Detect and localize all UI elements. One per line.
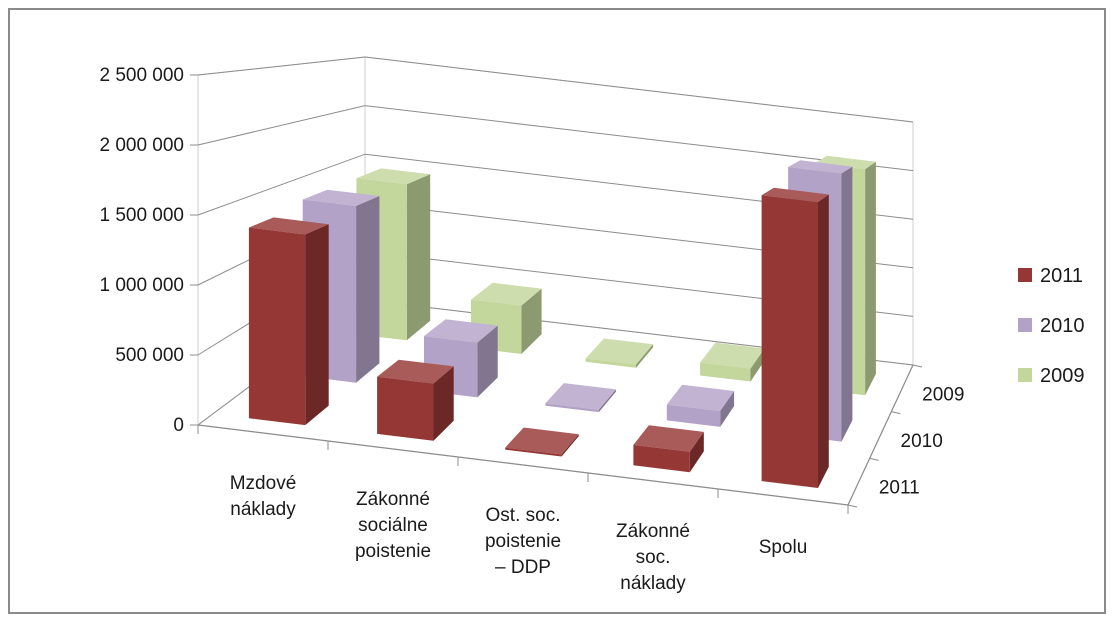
bar-side [720,391,735,427]
category-label: Spolu [759,537,808,558]
category-label-line: soc. [636,547,671,568]
bar-side [598,389,616,413]
bar-side [521,288,542,354]
bar-2010-1 [424,319,498,398]
bar-2010-2 [545,383,616,413]
y-tick-label: 0 [173,415,184,436]
category-label-line: Ost. soc. [486,505,561,526]
legend-swatch-2010 [1018,318,1032,332]
category-label-line: sociálne [358,515,428,536]
depth-label: 2009 [922,384,964,405]
category-label-line: Zákonné [356,489,430,510]
bar-front [633,444,690,473]
category-label-line: poistenie [355,541,431,562]
bar-2011-0 [248,217,329,426]
bar-side [561,434,579,457]
bar-top [814,155,876,170]
depth-label: 2011 [879,478,920,499]
category-label-line: Mzdové [230,473,297,494]
depth-tick-mark [912,364,923,368]
category-label-line: náklady [230,499,296,520]
category-label-line: Zákonné [616,521,690,542]
category-label-line: – DDP [495,557,551,578]
legend-label-2011: 2011 [1040,265,1083,287]
bar-front [248,227,306,426]
bar-top [633,425,704,452]
bar-top [545,383,616,410]
category-label: Zákonné soc. náklady [616,521,690,594]
bar-side [750,348,765,382]
bar-side [477,325,498,398]
bar-side [689,431,704,473]
bar-top [585,338,654,365]
gridline [197,56,914,123]
y-tick-label: 500 000 [115,345,184,366]
bar-top [424,319,498,343]
y-tick-label: 1 500 000 [99,205,184,226]
bar-top [356,168,431,185]
depth-tick-mark [847,504,858,508]
bar-front [505,447,562,457]
category-label: Zákonné sociálne poistenie [355,489,431,562]
bar-front [545,403,599,413]
legend-swatch-2009 [1018,368,1032,382]
bar-side [636,344,654,368]
bar-front [585,358,636,368]
gridline [197,105,914,172]
gridline [197,153,914,220]
legend-label-2009: 2009 [1040,365,1085,387]
bar-2011-1 [377,359,454,441]
category-label-line: Spolu [759,537,808,558]
bar-side [841,166,853,442]
y-tick-label: 2 000 000 [99,135,184,156]
bar-top [302,189,380,206]
bar-2011-3 [633,425,704,473]
bar-top [700,342,765,369]
chart-frame: 0 500 000 1 000 000 1 500 000 2 000 000 2 500… [8,8,1106,614]
bar-2011-2 [505,427,579,457]
chart-3d-bar: 0 500 000 1 000 000 1 500 000 2 000 000 2 500… [99,56,1085,594]
y-tick-label: 2 500 000 [99,65,184,86]
bar-side [818,194,829,488]
bar-front [666,404,721,427]
depth-label: 2010 [901,431,943,452]
bar-top [471,282,542,306]
bar-side [305,224,329,426]
bar-top [788,160,853,174]
legend-swatch-2011 [1018,268,1032,282]
bar-top [666,384,735,411]
bar-side [356,196,380,383]
depth-tick-mark [869,457,879,461]
category-label: Mzdové náklady [230,473,297,520]
bar-front [700,362,751,382]
bar-2010-3 [666,384,735,427]
bar-2009-3 [700,342,765,382]
bar-top [248,217,329,235]
bar-side [433,366,454,441]
bar-front [377,376,434,441]
bar-top [761,187,829,203]
legend-label-2010: 2010 [1040,315,1085,337]
bar-top [377,359,454,384]
depth-tick-mark [891,411,901,415]
category-label: Ost. soc. poistenie – DDP [485,505,561,578]
bar-front [761,195,818,488]
y-tick-label: 1 000 000 [99,275,184,296]
x-axis-line [197,424,849,506]
bar-2009-2 [585,338,654,368]
bar-side [406,174,431,341]
category-label-line: poistenie [485,531,561,552]
depth-axis-line [847,364,914,506]
bar-top [505,427,579,455]
category-label-line: náklady [620,573,686,594]
bar-side [865,161,876,396]
bar-2011-4 [761,187,829,488]
